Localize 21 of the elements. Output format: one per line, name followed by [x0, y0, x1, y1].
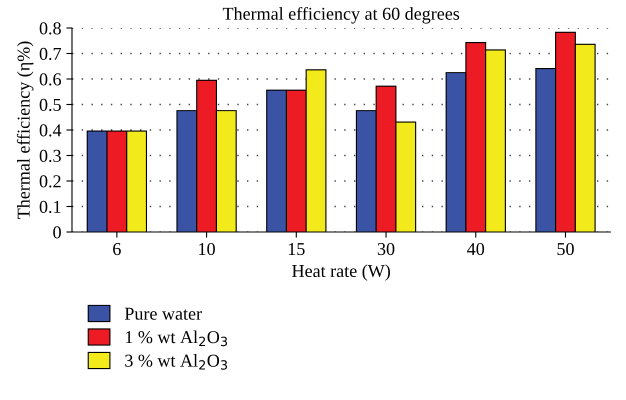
- x-tick-label: 30: [378, 242, 394, 256]
- chart-title: Thermal efficiency at 60 degrees: [222, 6, 460, 24]
- y-tick-label: 0.7: [40, 48, 62, 60]
- y-tick-label: 0: [53, 226, 61, 238]
- x-tick-label: 6: [113, 242, 121, 256]
- x-tick-label: 50: [558, 242, 574, 256]
- y-axis-title: Thermal efficiency (η%): [16, 42, 34, 219]
- y-tick-label: 0.8: [40, 22, 61, 35]
- y-tick-label: 0.3: [40, 150, 61, 162]
- y-tick-label: 0.2: [40, 175, 61, 188]
- x-tick-label: 10: [199, 242, 215, 256]
- y-tick-label: 0.5: [40, 98, 61, 112]
- x-tick-label: 15: [288, 243, 305, 256]
- y-tick-label: 0.4: [40, 124, 62, 137]
- legend-label: Pure water: [124, 308, 202, 320]
- y-tick-label: 0.1: [40, 200, 60, 214]
- legend-label: 3 % wt Al$_{2}$O$_{3}$: [125, 354, 228, 370]
- legend-label: 1 % wt Al$_{2}$O$_{3}$: [126, 330, 228, 346]
- x-axis-title: Heat rate (W): [292, 264, 390, 281]
- x-tick-label: 40: [467, 242, 484, 256]
- y-tick-label: 0.6: [40, 73, 62, 86]
